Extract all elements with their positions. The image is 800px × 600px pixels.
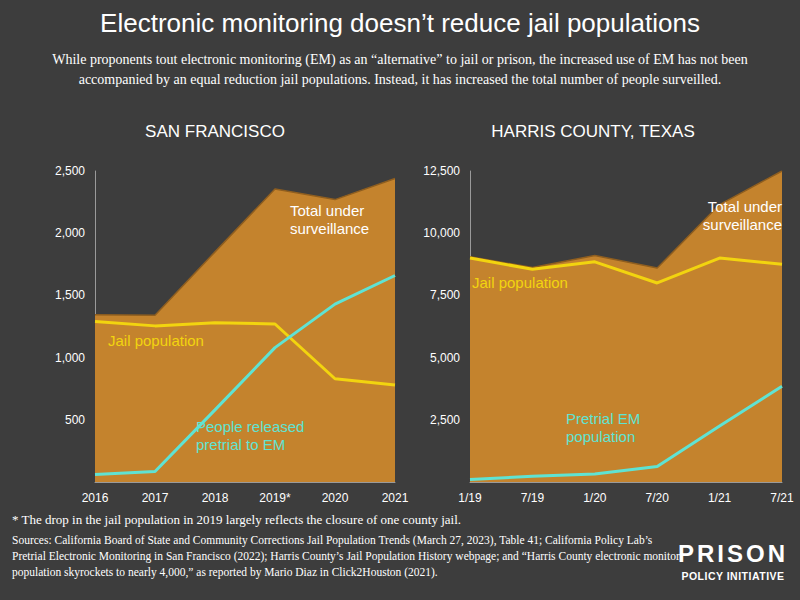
html-text:Electronic monitoring doesn’t: Electronic monitoring doesn’t reduce jai… xyxy=(100,8,700,38)
svg-text:7/20: 7/20 xyxy=(646,491,670,505)
html-text:Sources: California Board of S: Sources: California Board of State and C… xyxy=(12,534,680,578)
svg-text:10,000: 10,000 xyxy=(423,226,460,240)
svg-text:2020: 2020 xyxy=(322,491,349,505)
html-text:POLICY INITIATIVE: POLICY INITIATIVE xyxy=(681,570,785,582)
html-text:Jail population: Jail population xyxy=(108,332,204,349)
svg-text:500: 500 xyxy=(65,413,85,427)
svg-text:7/19: 7/19 xyxy=(521,491,545,505)
svg-text:2018: 2018 xyxy=(202,491,229,505)
svg-text:2,500: 2,500 xyxy=(430,413,460,427)
svg-text:2021: 2021 xyxy=(382,491,409,505)
svg-text:2019*: 2019* xyxy=(259,491,291,505)
html-text:While proponents tout electron: While proponents tout electronic monitor… xyxy=(52,52,748,87)
svg-text:7,500: 7,500 xyxy=(430,288,460,302)
svg-text:1/20: 1/20 xyxy=(583,491,607,505)
svg-text:2017: 2017 xyxy=(142,491,169,505)
svg-text:1,000: 1,000 xyxy=(55,351,85,365)
svg-text:HARRIS COUNTY, TEXAS: HARRIS COUNTY, TEXAS xyxy=(491,122,694,141)
svg-text:2016: 2016 xyxy=(82,491,109,505)
html-text:Total under surveillance: Total under surveillance xyxy=(290,202,370,237)
svg-text:7/21: 7/21 xyxy=(770,491,794,505)
svg-text:1,500: 1,500 xyxy=(55,288,85,302)
html-text:* The drop in the jail populat: * The drop in the jail population in 201… xyxy=(12,512,461,527)
svg-text:1/21: 1/21 xyxy=(708,491,732,505)
svg-text:1/19: 1/19 xyxy=(458,491,482,505)
html-text:Jail population: Jail population xyxy=(472,274,568,291)
svg-text:2,000: 2,000 xyxy=(55,226,85,240)
svg-text:5,000: 5,000 xyxy=(430,351,460,365)
html-text:Pretrial EM population: Pretrial EM population xyxy=(566,410,641,445)
svg-text:SAN FRANCISCO: SAN FRANCISCO xyxy=(145,122,285,141)
html-text:Total under surveillance: Total under surveillance xyxy=(702,198,782,233)
html-text:PRISON: PRISON xyxy=(678,540,788,567)
svg-text:12,500: 12,500 xyxy=(423,164,460,178)
svg-text:2,500: 2,500 xyxy=(55,164,85,178)
html-text:People released pretrial to EM: People released pretrial to EM xyxy=(196,418,305,453)
